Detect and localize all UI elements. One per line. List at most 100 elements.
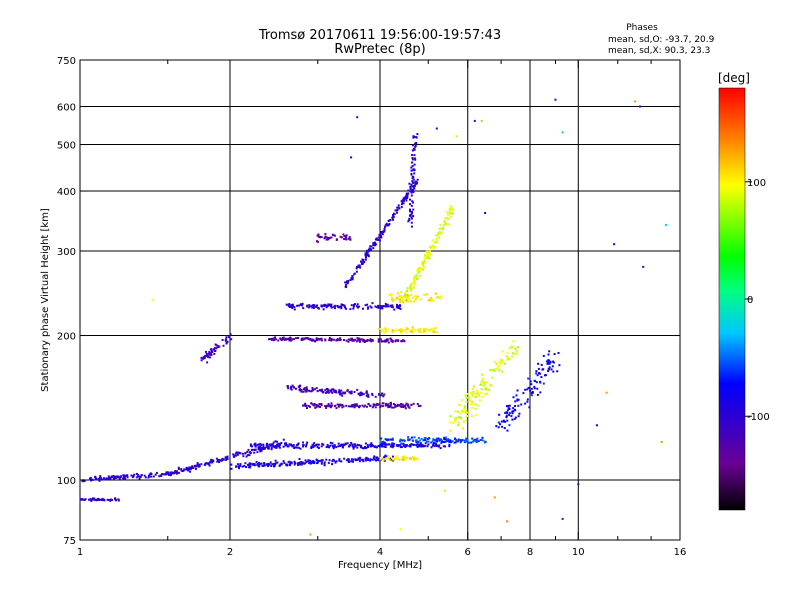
echo-point (377, 393, 380, 396)
echo-point (508, 404, 511, 407)
echo-point (315, 339, 318, 342)
echo-point (325, 407, 328, 409)
echo-point (410, 217, 413, 220)
echo-point (381, 444, 384, 446)
echo-point (425, 250, 428, 253)
echo-point (433, 330, 436, 333)
echo-point (340, 305, 343, 308)
echo-point (308, 462, 311, 464)
echo-point (322, 443, 325, 446)
echo-point (365, 447, 368, 450)
echo-point (309, 390, 312, 393)
echo-point (359, 391, 362, 394)
echo-point (436, 445, 438, 447)
echo-point (292, 444, 295, 447)
echo-point (536, 374, 539, 377)
echo-point (415, 136, 418, 139)
echo-point (321, 459, 324, 462)
echo-point (391, 304, 394, 307)
echo-point (352, 445, 355, 448)
echo-point (152, 475, 155, 478)
echo-point (449, 415, 452, 418)
echo-point (288, 460, 291, 463)
echo-point (512, 407, 515, 410)
echo-point (331, 233, 334, 236)
echo-point (547, 359, 550, 362)
echo-point (400, 331, 403, 334)
echo-point (304, 462, 307, 465)
echo-point (343, 305, 346, 307)
echo-point (475, 413, 478, 416)
echo-point (413, 282, 416, 285)
echo-point (114, 499, 117, 502)
echo-point (343, 392, 346, 395)
echo-point (458, 416, 461, 419)
echo-point (94, 476, 97, 479)
echo-point (384, 329, 387, 332)
echo-point (436, 440, 439, 443)
echo-point (138, 475, 141, 478)
echo-point (639, 105, 641, 108)
echo-point (263, 462, 266, 465)
echo-point (325, 390, 328, 393)
echo-point (245, 466, 247, 468)
echo-point (325, 391, 328, 394)
echo-point (164, 473, 167, 476)
echo-point (383, 456, 386, 459)
echo-point (377, 340, 380, 343)
echo-point (397, 457, 399, 460)
echo-point (497, 421, 500, 424)
echo-point (413, 168, 416, 171)
echo-point (362, 447, 365, 450)
echo-point (397, 339, 400, 342)
echo-point (416, 457, 419, 460)
echo-point (561, 131, 564, 134)
echo-point (330, 402, 333, 405)
echo-point (459, 441, 462, 444)
echo-point (289, 339, 292, 342)
echo-point (189, 468, 192, 471)
echo-point (386, 328, 389, 331)
echo-point (448, 209, 451, 212)
echo-point (357, 338, 360, 341)
phase-info-o: mean, sd,O: -93.7, 20.9 (608, 35, 715, 45)
echo-point (558, 364, 561, 367)
echo-point (402, 456, 405, 459)
echo-point (399, 446, 402, 449)
echo-point (422, 439, 425, 442)
echo-point (338, 389, 341, 392)
echo-point (211, 461, 214, 464)
echo-point (419, 439, 421, 442)
echo-point (278, 464, 281, 467)
echo-point (395, 339, 398, 342)
echo-point (512, 396, 515, 399)
echo-point (348, 391, 351, 394)
echo-point (427, 443, 430, 446)
echo-point (358, 405, 361, 408)
echo-point (357, 457, 360, 460)
echo-point (469, 391, 472, 394)
echo-point (281, 338, 284, 340)
echo-point (83, 480, 86, 483)
echo-point (239, 463, 242, 466)
echo-point (345, 442, 348, 445)
echo-point (415, 458, 418, 460)
echo-point (333, 389, 336, 392)
echo-point (349, 392, 352, 395)
echo-point (405, 328, 408, 331)
echo-point (357, 406, 360, 409)
echo-point (364, 459, 367, 462)
echo-point (518, 412, 521, 415)
echo-point (406, 289, 408, 292)
echo-point (471, 406, 473, 409)
echo-point (480, 388, 483, 391)
echo-point (411, 282, 414, 285)
echo-point (203, 464, 206, 466)
echo-point (409, 198, 411, 201)
echo-point (102, 498, 105, 501)
echo-point (432, 438, 435, 441)
echo-point (301, 302, 304, 305)
echo-point (470, 400, 473, 403)
echo-point (218, 461, 221, 463)
echo-point (280, 339, 283, 342)
